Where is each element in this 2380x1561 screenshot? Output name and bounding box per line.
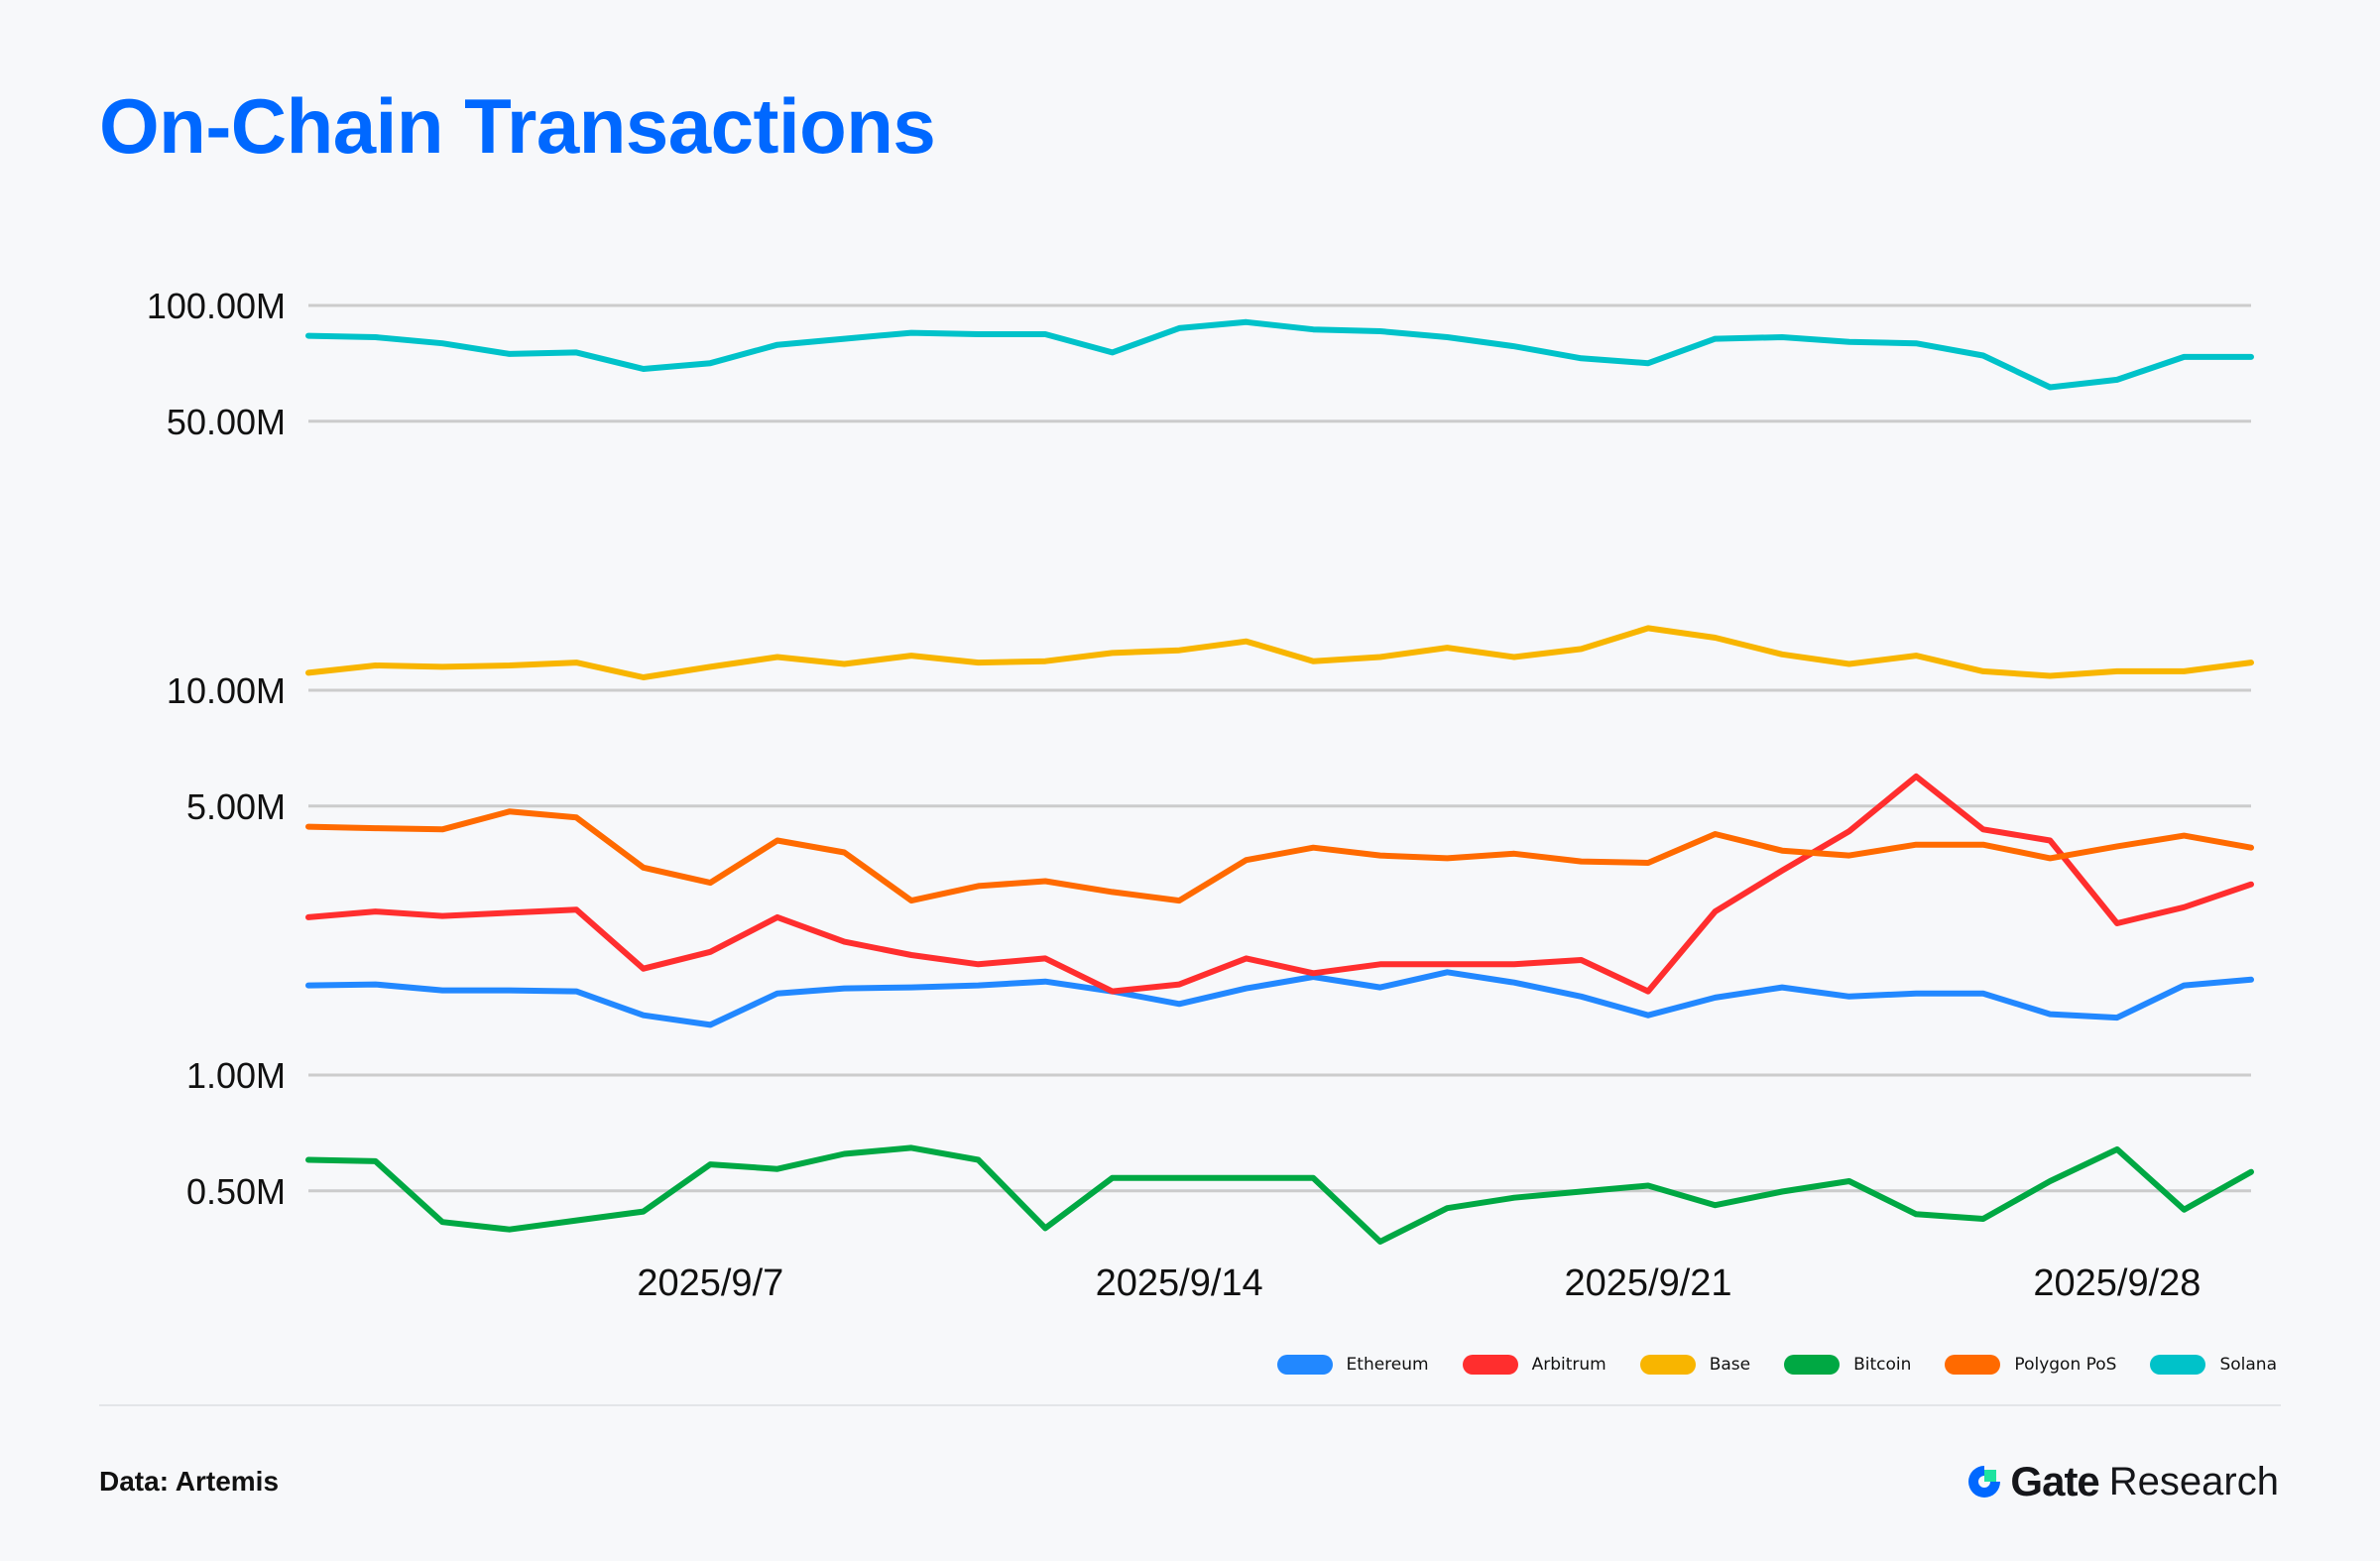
legend-item-arbitrum: Arbitrum bbox=[1462, 1355, 1606, 1375]
y-tick-label: 50.00M bbox=[167, 402, 286, 442]
gridlines bbox=[308, 303, 2251, 1193]
x-tick-label: 2025/9/7 bbox=[637, 1262, 783, 1304]
gate-logo-icon bbox=[1968, 1466, 2001, 1498]
x-tick-label: 2025/9/28 bbox=[2033, 1262, 2201, 1304]
data-source: Data: Artemis bbox=[99, 1466, 280, 1497]
brand-gate-text: Gate bbox=[2010, 1458, 2099, 1504]
chart-title: On-Chain Transactions bbox=[99, 82, 936, 170]
legend-item-polygon-pos: Polygon PoS bbox=[1945, 1355, 2116, 1375]
footer-divider bbox=[99, 1404, 2281, 1406]
legend: Ethereum Arbitrum Base Bitcoin Polygon PoS So… bbox=[1244, 1355, 2277, 1375]
y-tick-label: 0.50M bbox=[186, 1171, 286, 1212]
brand-research-text: Research bbox=[2108, 1459, 2279, 1503]
y-tick-label: 1.00M bbox=[186, 1055, 286, 1096]
legend-label: Bitcoin bbox=[1853, 1355, 1912, 1375]
y-tick-label: 10.00M bbox=[167, 670, 286, 711]
legend-item-base: Base bbox=[1639, 1355, 1751, 1375]
y-axis-ticks: 100.00M 50.00M 10.00M 5.00M 1.00M 0.50M bbox=[147, 286, 286, 1212]
legend-item-bitcoin: Bitcoin bbox=[1784, 1355, 1911, 1375]
y-tick-label: 5.00M bbox=[186, 786, 286, 827]
legend-label: Ethereum bbox=[1346, 1355, 1429, 1375]
legend-swatch bbox=[1462, 1355, 1518, 1375]
series-line-bitcoin bbox=[305, 1144, 2254, 1245]
legend-swatch bbox=[1945, 1355, 2001, 1375]
legend-swatch bbox=[2150, 1355, 2206, 1375]
legend-label: Base bbox=[1709, 1355, 1751, 1375]
legend-swatch bbox=[1784, 1355, 1841, 1375]
x-tick-label: 2025/9/21 bbox=[1565, 1262, 1732, 1304]
legend-swatch bbox=[1639, 1355, 1696, 1375]
series-line-ethereum bbox=[305, 969, 2254, 1028]
x-tick-label: 2025/9/14 bbox=[1096, 1262, 1263, 1304]
legend-label: Polygon PoS bbox=[2014, 1355, 2117, 1375]
series-line-arbitrum bbox=[305, 773, 2254, 995]
legend-item-solana: Solana bbox=[2150, 1355, 2277, 1375]
series-line-polygon-pos bbox=[305, 808, 2254, 904]
legend-label: Solana bbox=[2219, 1355, 2277, 1375]
series-line-base bbox=[305, 625, 2254, 680]
series-line-solana bbox=[305, 318, 2254, 391]
legend-item-ethereum: Ethereum bbox=[1276, 1355, 1429, 1375]
legend-label: Arbitrum bbox=[1531, 1355, 1606, 1375]
legend-swatch bbox=[1276, 1355, 1333, 1375]
y-tick-label: 100.00M bbox=[147, 286, 286, 326]
series-lines bbox=[305, 318, 2254, 1245]
brand-logo: Gate Research bbox=[1964, 1458, 2279, 1505]
x-axis-ticks: 2025/9/7 2025/9/14 2025/9/21 2025/9/28 bbox=[637, 1262, 2201, 1304]
